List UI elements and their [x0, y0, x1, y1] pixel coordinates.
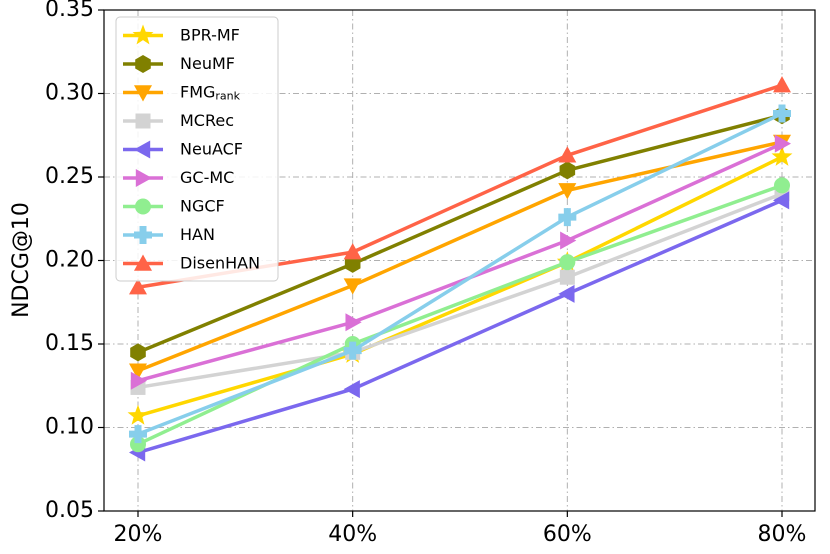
legend-label: NeuMF [180, 54, 235, 73]
x-tick-label: 60% [543, 522, 592, 547]
legend-label: NeuACF [180, 139, 243, 158]
data-point [343, 341, 362, 360]
series-line [137, 198, 783, 455]
series-line [137, 155, 783, 418]
x-tick-label: 80% [758, 522, 807, 547]
legend-marker [135, 169, 152, 187]
y-tick-label: 0.05 [45, 498, 94, 523]
legend-entry: BPR-MF [123, 24, 240, 45]
data-point [130, 371, 147, 390]
y-tick-label: 0.10 [45, 415, 94, 440]
data-point [345, 313, 362, 332]
legend-entry: NGCF [123, 196, 225, 215]
x-tick-label: 40% [328, 522, 377, 547]
legend-label: GC-MC [180, 168, 234, 187]
legend-marker [135, 198, 151, 215]
legend-entry: NeuMF [123, 54, 235, 73]
data-point [559, 269, 575, 285]
legend-marker [134, 226, 152, 244]
series-line [137, 111, 783, 436]
y-tick-label: 0.35 [45, 0, 94, 22]
data-point [129, 363, 147, 380]
data-point [560, 231, 577, 250]
data-point [774, 134, 791, 153]
y-tick-label: 0.30 [45, 81, 94, 106]
series-line [137, 142, 783, 383]
data-point [129, 425, 147, 444]
legend-label: FMGrank [180, 82, 241, 103]
legend-entry: DisenHAN [123, 253, 260, 272]
y-tick-label: 0.20 [45, 248, 94, 273]
data-point [558, 183, 577, 200]
data-point [343, 278, 362, 295]
series-han [129, 104, 791, 444]
legend-label: HAN [180, 225, 215, 244]
data-point [343, 380, 360, 399]
data-point [130, 343, 146, 362]
legend-entry: FMGrank [123, 82, 241, 103]
data-point [773, 104, 791, 123]
data-point [771, 145, 793, 166]
series-layer [127, 76, 793, 462]
data-point [127, 404, 149, 425]
data-point [558, 284, 575, 303]
legend-marker [132, 24, 154, 45]
legend-entry: NeuACF [123, 139, 243, 159]
axes: 0.05 0.10 0.15 0.20 0.25 0.30 0.35 20% 40% 60% 80% [45, 0, 806, 547]
series-line [137, 192, 783, 390]
legend-entry: GC-MC [123, 168, 234, 187]
legend-marker [134, 140, 151, 159]
legend-label: DisenHAN [180, 253, 260, 272]
y-tick-label: 0.25 [45, 164, 94, 189]
data-point [343, 243, 362, 260]
legend-label: BPR-MF [180, 25, 240, 44]
data-point [129, 278, 147, 295]
legend-label: MCRec [180, 111, 234, 130]
legend-marker [134, 85, 152, 102]
series-line [137, 113, 783, 354]
data-point [559, 254, 576, 271]
legend-marker [135, 113, 151, 129]
data-point [773, 191, 790, 210]
legend-label: NGCF [180, 196, 225, 215]
legend-box [115, 16, 279, 282]
series-neumf [130, 106, 790, 362]
x-tick-label: 20% [114, 522, 163, 547]
legend-marker [134, 254, 152, 271]
data-point [773, 76, 791, 93]
legend-marker [135, 55, 151, 73]
legend-entry: MCRec [123, 111, 234, 130]
y-tick-label: 0.15 [45, 331, 94, 356]
legend: BPR-MF NeuMF FMGrank MCRec NeuACF GC-MC NGCF HA… [115, 16, 279, 282]
data-point [774, 177, 790, 194]
y-axis-title: NDCG@10 [9, 202, 34, 318]
data-point [558, 208, 577, 227]
legend-entry: HAN [123, 225, 215, 244]
data-point [130, 436, 146, 453]
data-point [558, 146, 577, 163]
series-gc-mc [130, 134, 791, 390]
data-point [559, 161, 576, 180]
